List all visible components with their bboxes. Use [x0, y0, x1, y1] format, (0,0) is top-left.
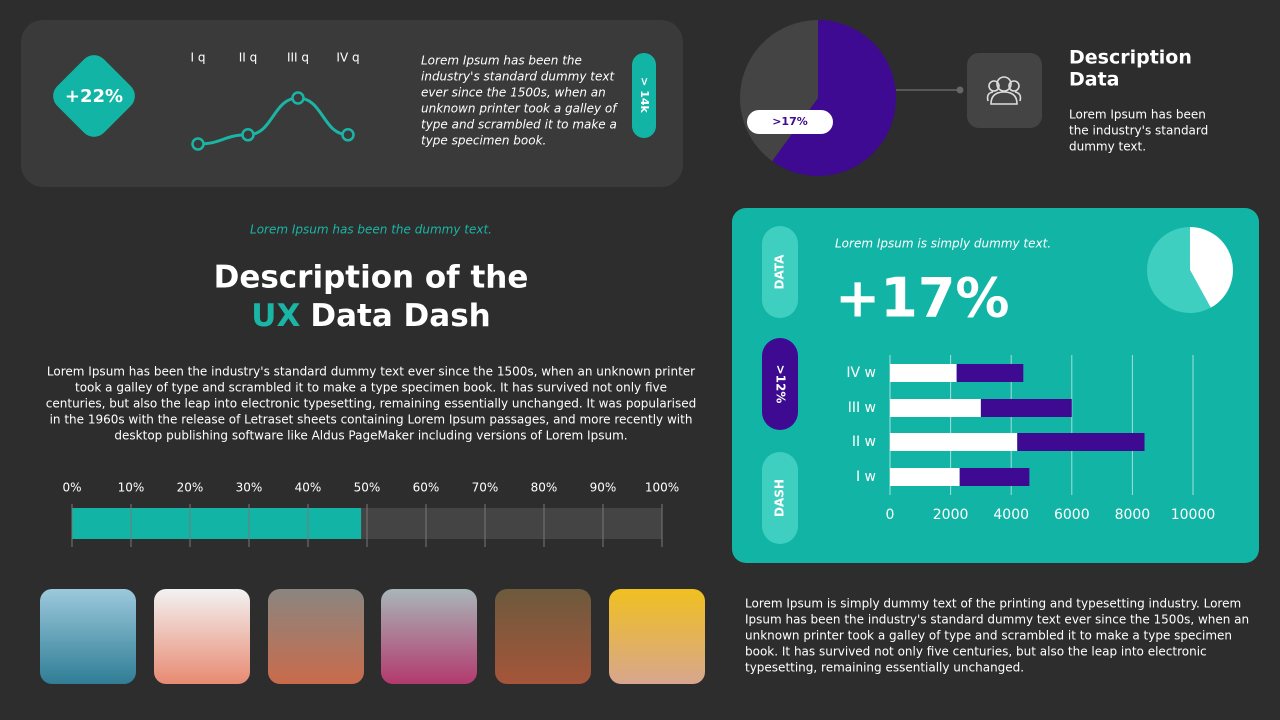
point [341, 128, 355, 142]
line [197, 96, 349, 146]
kicker: Lorem Ipsum has been the dummy text. [250, 223, 492, 237]
heading: UX Data Dash [251, 298, 490, 334]
tab-text: DASH [773, 479, 787, 517]
x-tick-label: 60% [413, 481, 440, 495]
panel-note: Lorem Ipsum is simply dummy text. [835, 237, 1051, 251]
bar-segment [890, 399, 981, 417]
photo [40, 589, 136, 684]
text-line: Ipsum has been the industry's standard d… [745, 613, 1249, 627]
x-tick-label: 10000 [1171, 507, 1216, 523]
pill-text: > 14k [638, 77, 651, 113]
x-tick-label: 80% [531, 481, 558, 495]
text-line: centuries, but also the leap into electr… [46, 397, 696, 411]
point [241, 128, 255, 142]
text-line: unknown printer took a galley of type an… [745, 629, 1232, 643]
x-tick-label: 2000 [933, 507, 969, 523]
x-tick-label: 0 [886, 507, 895, 523]
x-tick-label: 6000 [1054, 507, 1090, 523]
category-label: II q [239, 51, 258, 65]
pie-slice [772, 20, 896, 177]
badge [53, 55, 135, 137]
x-tick-label: 90% [590, 481, 617, 495]
text-line: Description [1069, 47, 1192, 69]
bar-segment [959, 468, 1030, 486]
progress-bar [72, 508, 362, 539]
text-line: desktop publishing software like Aldus P… [114, 429, 627, 443]
category-label: IV q [336, 51, 359, 65]
panel [732, 208, 1259, 563]
heading: Description of the [214, 260, 529, 296]
text-line: in the 1960s with the release of Letrase… [50, 413, 693, 427]
category-label: III q [287, 51, 309, 65]
bar-segment [956, 364, 1024, 382]
text-line: Lorem Ipsum has been the [421, 54, 582, 68]
x-tick-label: 0% [62, 481, 81, 495]
x-tick-label: 70% [472, 481, 499, 495]
x-tick-label: 10% [118, 481, 145, 495]
text-line: dummy text. [1069, 140, 1146, 154]
bar-segment [1017, 433, 1145, 451]
pie-slice [1147, 227, 1211, 313]
photo [154, 589, 250, 684]
text-line: the industry's standard [1069, 124, 1208, 138]
category-label: IV w [846, 365, 876, 381]
text-line: Data [1069, 69, 1120, 91]
bar-segment [890, 468, 960, 486]
x-tick-label: 8000 [1115, 507, 1151, 523]
top-card [21, 20, 683, 187]
tab [762, 452, 798, 544]
photo [268, 589, 364, 684]
category-label: I q [191, 51, 206, 65]
text-line: type and scrambled it to make a [421, 118, 617, 132]
point [291, 91, 305, 105]
text-line: industry's standard dummy text [421, 70, 615, 84]
connector-dot [956, 86, 964, 94]
photo [609, 589, 705, 684]
text-line: type specimen book. [421, 134, 546, 148]
text-line: Lorem Ipsum has been the industry's stan… [47, 365, 695, 379]
panel-big: +17% [835, 267, 1010, 330]
x-tick-label: 4000 [993, 507, 1029, 523]
category-label: I w [856, 469, 876, 485]
text-line: unknown printer took a galley of [421, 102, 618, 116]
x-tick-label: 20% [177, 481, 204, 495]
text-line: took a galley of type and scrambled it t… [75, 381, 667, 395]
tab [762, 226, 798, 318]
x-tick-label: 50% [354, 481, 381, 495]
text-line: book. It has survived not only five cent… [745, 645, 1207, 659]
photo [381, 589, 477, 684]
text-line: ever since the 1500s, when an [421, 86, 606, 100]
photo [495, 589, 591, 684]
category-label: III w [848, 400, 876, 416]
x-tick-label: 40% [295, 481, 322, 495]
bar-segment [980, 399, 1072, 417]
badge-text: +22% [65, 86, 123, 107]
x-tick-label: 100% [645, 481, 679, 495]
tab-text: >12% [774, 365, 788, 404]
text-line: typesetting, remaining essentially uncha… [745, 661, 1024, 675]
pill [632, 53, 656, 138]
pie-label-pill [747, 110, 833, 134]
bar-segment [890, 364, 957, 382]
tab [762, 338, 798, 430]
heading-accent: UX [251, 298, 300, 334]
people-icon [986, 76, 1022, 105]
text-line: Lorem Ipsum has been [1069, 108, 1206, 122]
point [191, 137, 205, 151]
bar-segment [890, 433, 1018, 451]
x-tick-label: 30% [236, 481, 263, 495]
heading-rest: Data Dash [310, 298, 490, 334]
tab-text: DATA [773, 254, 787, 290]
text-line: Lorem Ipsum is simply dummy text of the … [745, 597, 1241, 611]
pie-label: >17% [772, 115, 808, 128]
category-label: II w [852, 434, 876, 450]
pie-slice [1190, 227, 1233, 308]
